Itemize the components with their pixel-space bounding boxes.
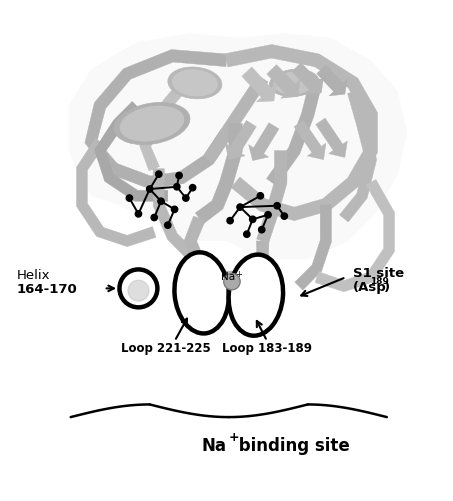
Circle shape xyxy=(120,270,157,308)
Polygon shape xyxy=(153,169,194,259)
Circle shape xyxy=(274,203,280,209)
Polygon shape xyxy=(203,76,268,164)
Ellipse shape xyxy=(172,70,218,97)
Circle shape xyxy=(151,215,157,221)
Text: Na: Na xyxy=(202,436,226,454)
Text: 189: 189 xyxy=(370,277,389,286)
Circle shape xyxy=(155,172,162,178)
Circle shape xyxy=(237,204,243,211)
Circle shape xyxy=(176,173,182,179)
Text: (Asp: (Asp xyxy=(353,280,387,293)
Ellipse shape xyxy=(168,68,222,100)
Polygon shape xyxy=(339,91,376,222)
Polygon shape xyxy=(292,64,323,95)
Circle shape xyxy=(250,217,256,223)
Polygon shape xyxy=(315,180,395,292)
Ellipse shape xyxy=(114,103,190,145)
Ellipse shape xyxy=(270,70,319,97)
Circle shape xyxy=(224,274,240,290)
Text: S1 site: S1 site xyxy=(353,267,404,280)
Polygon shape xyxy=(317,66,347,97)
Polygon shape xyxy=(68,34,407,260)
Polygon shape xyxy=(316,119,347,158)
Polygon shape xyxy=(267,66,300,99)
Circle shape xyxy=(128,281,149,302)
Polygon shape xyxy=(249,124,279,161)
Circle shape xyxy=(244,231,250,238)
Polygon shape xyxy=(77,139,156,247)
Circle shape xyxy=(281,213,288,220)
Text: +: + xyxy=(229,430,239,443)
Circle shape xyxy=(265,212,271,218)
Polygon shape xyxy=(95,102,168,202)
Polygon shape xyxy=(257,151,287,243)
Circle shape xyxy=(158,199,164,205)
Text: Na: Na xyxy=(221,272,235,282)
Polygon shape xyxy=(140,85,186,171)
Circle shape xyxy=(126,195,133,202)
Polygon shape xyxy=(242,68,276,103)
Polygon shape xyxy=(85,51,232,189)
Polygon shape xyxy=(295,205,332,291)
Circle shape xyxy=(164,222,171,229)
Text: Loop 183-189: Loop 183-189 xyxy=(222,341,312,354)
Ellipse shape xyxy=(229,255,283,336)
Ellipse shape xyxy=(174,253,229,334)
Text: ): ) xyxy=(384,280,390,293)
Circle shape xyxy=(147,186,153,193)
Circle shape xyxy=(183,195,189,202)
Ellipse shape xyxy=(273,72,315,95)
Polygon shape xyxy=(184,216,269,284)
Circle shape xyxy=(173,184,180,190)
Polygon shape xyxy=(266,78,323,186)
Text: +: + xyxy=(235,270,242,279)
Circle shape xyxy=(257,193,264,199)
Polygon shape xyxy=(225,121,256,160)
Text: binding site: binding site xyxy=(233,436,350,454)
Polygon shape xyxy=(225,46,377,221)
Circle shape xyxy=(135,211,142,217)
Circle shape xyxy=(189,185,196,191)
Circle shape xyxy=(259,227,265,233)
Polygon shape xyxy=(195,124,242,224)
Polygon shape xyxy=(294,121,326,160)
Circle shape xyxy=(171,207,178,213)
Circle shape xyxy=(227,218,233,224)
Text: Helix: Helix xyxy=(16,269,50,282)
Text: Loop 221-225: Loop 221-225 xyxy=(120,341,210,354)
Ellipse shape xyxy=(120,106,184,142)
Text: 164-170: 164-170 xyxy=(16,283,77,295)
